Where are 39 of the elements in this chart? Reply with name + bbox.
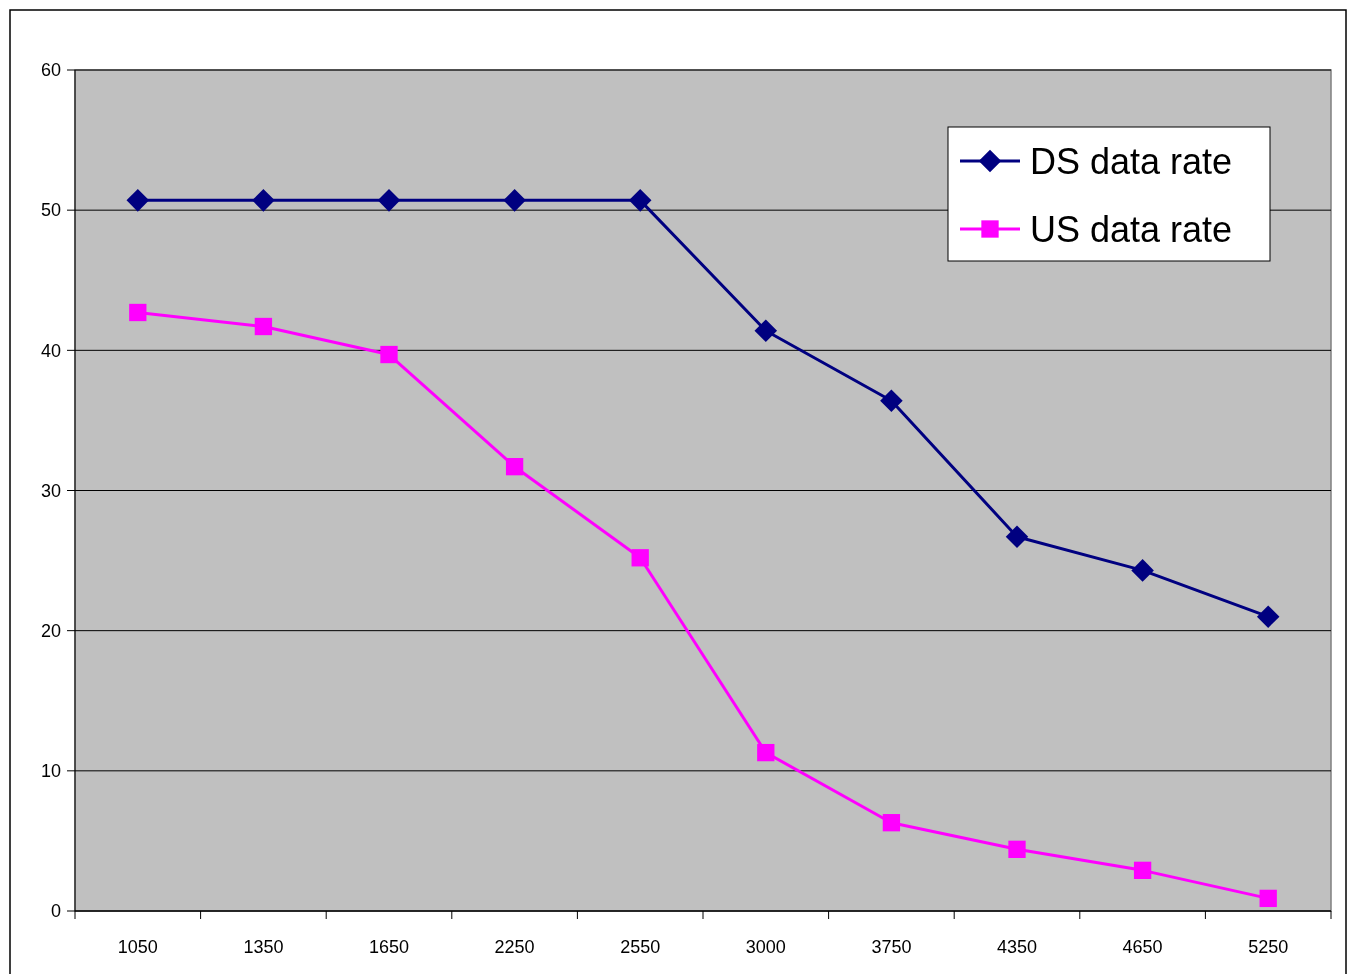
x-tick-label: 2250 [494, 937, 535, 957]
x-tick-label: 1350 [243, 937, 284, 957]
point [505, 458, 524, 476]
point [628, 189, 652, 212]
point [129, 303, 147, 322]
point [252, 189, 275, 212]
y-tick-label: 30 [40, 480, 61, 501]
point [1005, 525, 1029, 549]
y-tick-label: 50 [40, 200, 61, 221]
point [380, 345, 398, 364]
y-tick-label: 0 [50, 901, 61, 922]
point [503, 189, 526, 212]
x-tick-label: 4650 [1122, 937, 1163, 957]
legend-label: DS data rate [1030, 140, 1233, 182]
x-tick-label: 3000 [745, 937, 786, 957]
point [754, 319, 778, 342]
point [1256, 605, 1280, 628]
x-tick-label: 1650 [368, 937, 410, 957]
y-tick-label: 10 [40, 761, 61, 782]
point [880, 389, 903, 413]
point [1259, 889, 1277, 908]
point [377, 189, 401, 212]
y-tick-label: 60 [40, 60, 61, 81]
point [1131, 559, 1154, 582]
x-tick-label: 3750 [871, 937, 912, 957]
point [882, 814, 901, 832]
x-tick-label: 4350 [996, 937, 1038, 957]
point [1008, 840, 1026, 858]
x-tick-label: 1050 [117, 937, 158, 957]
y-tick-label: 40 [40, 340, 61, 361]
legend-label: US data rate [1030, 208, 1233, 250]
y-tick-label: 20 [40, 620, 61, 641]
point [631, 549, 649, 567]
point [1133, 861, 1152, 880]
point [757, 743, 775, 762]
x-tick-label: 2550 [620, 937, 661, 957]
x-tick-label: 5250 [1248, 937, 1289, 957]
point [126, 189, 150, 212]
point [254, 317, 273, 336]
